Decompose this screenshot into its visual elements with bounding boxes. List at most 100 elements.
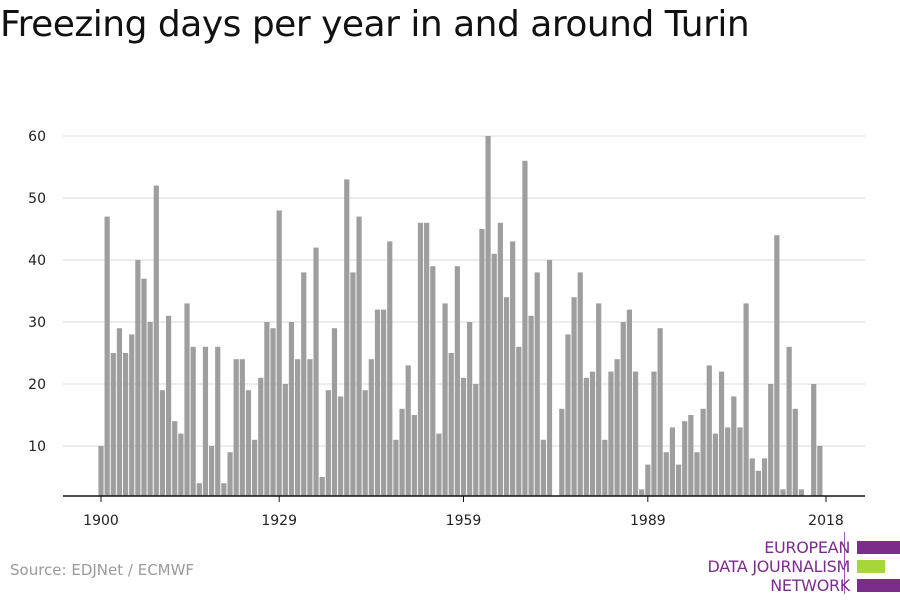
- bar-1913[interactable]: [178, 433, 184, 496]
- bar-2010[interactable]: [774, 235, 780, 496]
- bar-1929[interactable]: [276, 210, 282, 496]
- bar-1971[interactable]: [534, 272, 540, 496]
- bar-1949[interactable]: [399, 408, 405, 496]
- bar-1953[interactable]: [424, 222, 430, 497]
- bar-2001[interactable]: [718, 371, 725, 496]
- bar-1936[interactable]: [319, 477, 325, 496]
- bar-2013[interactable]: [792, 408, 798, 496]
- bar-1984[interactable]: [614, 359, 620, 496]
- bar-1996[interactable]: [688, 415, 694, 496]
- bar-1958[interactable]: [454, 266, 460, 496]
- bar-1954[interactable]: [430, 266, 436, 496]
- bar-1963[interactable]: [485, 136, 491, 496]
- bar-1999[interactable]: [706, 365, 712, 496]
- bar-1990[interactable]: [651, 371, 657, 496]
- bar-1908[interactable]: [147, 322, 153, 496]
- bar-1973[interactable]: [546, 260, 553, 496]
- bar-1905[interactable]: [129, 334, 135, 496]
- bar-1959[interactable]: [460, 377, 467, 496]
- bar-1939[interactable]: [338, 396, 344, 496]
- bar-1985[interactable]: [620, 322, 626, 496]
- bar-1916[interactable]: [196, 483, 202, 496]
- bar-1961[interactable]: [473, 384, 479, 496]
- bar-2011[interactable]: [780, 489, 786, 496]
- bar-2008[interactable]: [761, 458, 768, 496]
- bar-1928[interactable]: [270, 328, 276, 496]
- bar-1941[interactable]: [350, 272, 356, 496]
- bar-1924[interactable]: [245, 390, 252, 496]
- bar-1977[interactable]: [571, 297, 577, 496]
- bar-2007[interactable]: [755, 470, 762, 496]
- bar-2005[interactable]: [743, 303, 749, 496]
- bar-1993[interactable]: [669, 427, 675, 496]
- bar-1995[interactable]: [682, 421, 688, 496]
- bar-1983[interactable]: [608, 371, 614, 496]
- bar-1930[interactable]: [282, 384, 288, 496]
- bar-1937[interactable]: [325, 390, 331, 496]
- bar-1907[interactable]: [141, 278, 147, 496]
- bar-1927[interactable]: [264, 322, 270, 496]
- bar-1940[interactable]: [344, 179, 350, 496]
- bar-1988[interactable]: [639, 489, 645, 496]
- bar-1991[interactable]: [657, 328, 663, 496]
- bar-1946[interactable]: [381, 309, 387, 496]
- bar-1978[interactable]: [577, 272, 583, 496]
- bar-1926[interactable]: [258, 377, 264, 496]
- bar-1972[interactable]: [540, 439, 546, 496]
- bar-1965[interactable]: [497, 222, 503, 497]
- bar-1909[interactable]: [153, 185, 159, 496]
- bar-1962[interactable]: [479, 229, 485, 496]
- bar-1956[interactable]: [442, 303, 448, 496]
- bar-1911[interactable]: [165, 315, 172, 496]
- bar-1970[interactable]: [528, 315, 534, 496]
- bar-1920[interactable]: [221, 483, 227, 496]
- bar-2004[interactable]: [737, 427, 743, 496]
- bar-1901[interactable]: [104, 216, 110, 496]
- bar-1968[interactable]: [516, 346, 522, 496]
- bar-1945[interactable]: [374, 309, 381, 496]
- bar-1906[interactable]: [135, 260, 141, 496]
- bar-1912[interactable]: [172, 421, 178, 496]
- bar-1994[interactable]: [675, 464, 682, 496]
- bar-1992[interactable]: [663, 452, 669, 496]
- bar-1938[interactable]: [331, 328, 338, 496]
- bar-1948[interactable]: [393, 439, 399, 496]
- bar-1964[interactable]: [491, 253, 497, 496]
- bar-1976[interactable]: [565, 334, 571, 496]
- bar-1921[interactable]: [227, 452, 233, 496]
- bar-1989[interactable]: [645, 464, 651, 496]
- bar-2014[interactable]: [798, 489, 805, 496]
- bar-1903[interactable]: [116, 328, 123, 496]
- bar-2002[interactable]: [725, 427, 731, 496]
- bar-2000[interactable]: [712, 433, 719, 496]
- bar-1981[interactable]: [596, 303, 602, 496]
- bar-1950[interactable]: [405, 365, 411, 496]
- bar-2012[interactable]: [786, 346, 792, 496]
- bar-1944[interactable]: [368, 359, 374, 496]
- bar-1980[interactable]: [589, 371, 596, 496]
- bar-1934[interactable]: [307, 359, 313, 496]
- bar-1966[interactable]: [503, 297, 510, 496]
- bar-1910[interactable]: [159, 390, 166, 496]
- bar-1932[interactable]: [295, 359, 301, 496]
- bar-1997[interactable]: [694, 452, 700, 496]
- bar-1975[interactable]: [559, 408, 565, 496]
- bar-1986[interactable]: [626, 309, 632, 496]
- bar-1952[interactable]: [417, 222, 424, 497]
- bar-1960[interactable]: [467, 322, 473, 496]
- bar-2016[interactable]: [811, 384, 817, 496]
- bar-1918[interactable]: [208, 446, 215, 496]
- bar-2003[interactable]: [731, 396, 737, 496]
- edjnet-logo[interactable]: EUROPEAN DATA JOURNALISM NETWORK: [700, 532, 900, 595]
- bar-1943[interactable]: [362, 390, 368, 496]
- bar-1942[interactable]: [356, 216, 362, 496]
- bar-1947[interactable]: [387, 241, 393, 496]
- bar-1935[interactable]: [313, 247, 319, 496]
- bar-1933[interactable]: [301, 272, 307, 496]
- bar-2017[interactable]: [817, 446, 823, 496]
- bar-2006[interactable]: [749, 458, 755, 496]
- bar-1979[interactable]: [583, 377, 589, 496]
- bar-1987[interactable]: [632, 371, 639, 496]
- bar-2009[interactable]: [768, 384, 774, 496]
- bar-1925[interactable]: [252, 439, 258, 496]
